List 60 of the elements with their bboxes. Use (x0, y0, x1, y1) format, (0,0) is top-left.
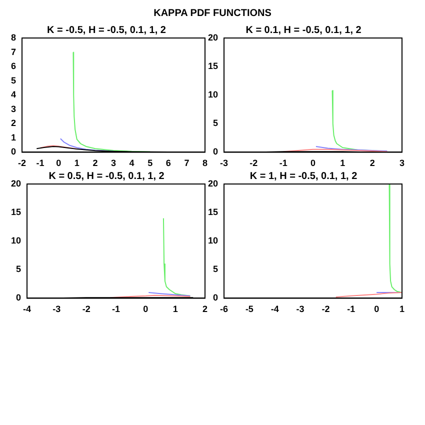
x-tick-label: -1 (36, 158, 44, 168)
chart-title: K = 0.5, H = -0.5, 0.1, 1, 2 (48, 170, 165, 182)
x-tick-label: 1 (74, 158, 80, 168)
y-tick-label: 5 (16, 264, 22, 274)
chart-title: K = 1, H = -0.5, 0.1, 1, 2 (250, 170, 358, 182)
x-tick-label: -2 (322, 304, 330, 314)
y-tick-label: 7 (10, 46, 16, 57)
x-tick-label: 1 (172, 304, 178, 314)
x-tick-label: -1 (347, 304, 356, 314)
chart-title: K = 0.1, H = -0.5, 0.1, 1, 2 (246, 24, 362, 36)
y-tick-label: 1 (10, 132, 16, 142)
y-tick-label: 20 (10, 178, 22, 188)
y-tick-label: 10 (10, 236, 22, 246)
x-tick-label: -6 (220, 304, 228, 314)
y-tick-label: 5 (212, 118, 218, 128)
y-tick-label: 4 (10, 90, 16, 100)
y-tick-label: 10 (208, 236, 218, 246)
y-tick-label: 0 (10, 146, 16, 157)
x-tick-label: 7 (184, 158, 190, 168)
x-tick-label: 0 (56, 158, 62, 168)
x-tick-label: -2 (82, 304, 90, 314)
y-tick-label: 0 (212, 292, 218, 303)
y-tick-label: 5 (10, 75, 16, 86)
x-tick-label: 3 (399, 158, 405, 168)
y-tick-label: 10 (208, 90, 218, 100)
x-tick-label: 2 (92, 158, 98, 168)
y-tick-label: 15 (10, 207, 22, 218)
chart-title: K = -0.5, H = -0.5, 0.1, 1, 2 (47, 24, 166, 36)
y-tick-label: 6 (10, 61, 16, 72)
y-tick-label: 0 (212, 146, 218, 157)
x-tick-label: 0 (310, 158, 316, 168)
y-tick-label: 20 (208, 178, 218, 188)
x-tick-label: 5 (148, 158, 153, 168)
y-tick-label: 0 (16, 292, 22, 303)
x-tick-label: -4 (270, 304, 279, 314)
x-tick-label: 1 (340, 158, 346, 168)
x-tick-label: 3 (110, 158, 116, 168)
x-tick-label: -4 (23, 304, 32, 314)
y-tick-label: 8 (10, 32, 16, 42)
y-tick-label: 15 (208, 207, 218, 218)
x-tick-label: 2 (370, 158, 375, 168)
x-tick-label: 6 (166, 158, 171, 168)
y-tick-label: 15 (208, 61, 218, 72)
y-tick-label: 5 (212, 264, 218, 274)
x-tick-label: -1 (279, 158, 288, 168)
y-tick-label: 2 (10, 118, 16, 128)
x-tick-label: -1 (112, 304, 120, 314)
x-tick-label: -2 (250, 158, 258, 168)
x-tick-label: -3 (296, 304, 304, 314)
x-tick-label: -2 (18, 158, 26, 168)
y-tick-label: 20 (208, 32, 218, 42)
x-tick-label: 1 (399, 304, 405, 314)
x-tick-label: -5 (245, 304, 254, 314)
x-tick-label: -3 (52, 304, 61, 314)
x-tick-label: 4 (129, 158, 134, 168)
x-tick-label: 0 (143, 304, 148, 314)
x-tick-label: 0 (374, 304, 380, 314)
x-tick-label: -3 (220, 158, 228, 168)
y-tick-label: 3 (10, 104, 16, 114)
text: KAPPA PDF FUNCTIONS (152, 8, 272, 19)
